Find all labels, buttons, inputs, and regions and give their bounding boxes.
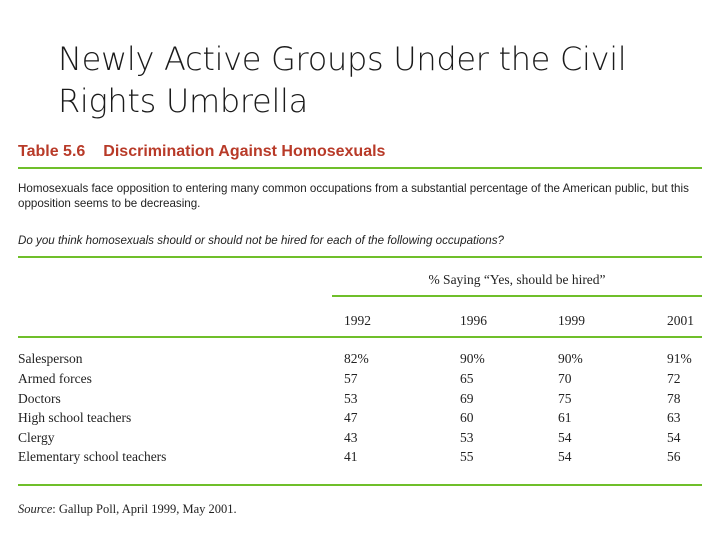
year-header: 1996 — [460, 313, 487, 328]
table-intro: Homosexuals face opposition to entering … — [18, 182, 689, 210]
table-cell: 55 — [460, 449, 474, 464]
survey-question: Do you think homosexuals should or shoul… — [18, 234, 504, 247]
table-cell: 90% — [558, 351, 583, 366]
table-cell: 78 — [667, 391, 681, 406]
table-source: Source: Gallup Poll, April 1999, May 200… — [18, 502, 237, 517]
table-cell: 53 — [460, 430, 474, 445]
table-cell: 70 — [558, 371, 572, 386]
table-title: Discrimination Against Homosexuals — [103, 143, 386, 160]
table-cell: 60 — [460, 410, 474, 425]
row-label: Clergy — [18, 430, 55, 445]
source-text: : Gallup Poll, April 1999, May 2001. — [52, 502, 237, 516]
table-cell: 72 — [667, 371, 681, 386]
table-cell: 56 — [667, 449, 681, 464]
row-label: Salesperson — [18, 351, 83, 366]
table-cell: 69 — [460, 391, 474, 406]
row-label: Elementary school teachers — [18, 449, 167, 464]
row-label: Armed forces — [18, 371, 92, 386]
table-cell: 54 — [558, 449, 572, 464]
row-label: Doctors — [18, 391, 61, 406]
table-cell: 82% — [344, 351, 369, 366]
table-number: Table 5.6 — [18, 143, 86, 160]
table-cell: 54 — [667, 430, 681, 445]
rule-question — [18, 256, 702, 258]
table-cell: 63 — [667, 410, 681, 425]
table-cell: 91% — [667, 351, 692, 366]
table-cell: 61 — [558, 410, 572, 425]
rule-header — [18, 336, 702, 338]
rule-column-group — [332, 295, 702, 297]
rule-top — [18, 167, 702, 169]
year-header: 2001 — [667, 313, 694, 328]
slide-title: Newly Active Groups Under the Civil Righ… — [58, 40, 627, 120]
year-header: 1999 — [558, 313, 585, 328]
table-cell: 65 — [460, 371, 474, 386]
table-cell: 90% — [460, 351, 485, 366]
source-label: Source — [18, 502, 53, 516]
table-cell: 57 — [344, 371, 358, 386]
table-cell: 54 — [558, 430, 572, 445]
table-cell: 53 — [344, 391, 358, 406]
row-label: High school teachers — [18, 410, 132, 425]
table-cell: 75 — [558, 391, 572, 406]
table-cell: 43 — [344, 430, 358, 445]
year-header: 1992 — [344, 313, 371, 328]
table-heading: Table 5.6 Discrimination Against Homosexu… — [18, 143, 385, 161]
table-cell: 47 — [344, 410, 358, 425]
rule-bottom — [18, 484, 702, 486]
table-cell: 41 — [344, 449, 358, 464]
column-group-label: % Saying “Yes, should be hired” — [428, 272, 606, 287]
